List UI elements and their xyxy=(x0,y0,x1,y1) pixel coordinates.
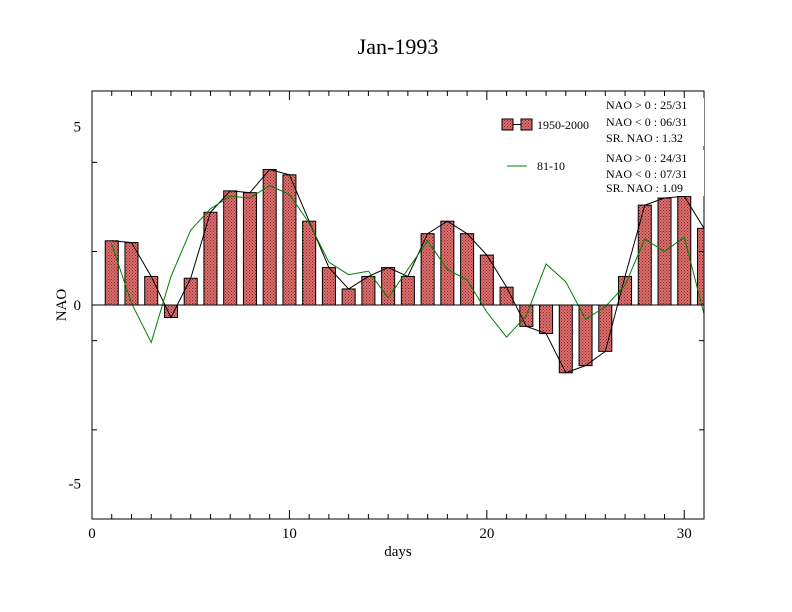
bar-day-31 xyxy=(696,227,704,306)
bar-day-1 xyxy=(104,240,119,306)
plot-frame xyxy=(91,90,705,520)
legend-label-81-10: 81-10 xyxy=(537,159,565,173)
stats-box-1950-2000 xyxy=(604,98,704,146)
y-tick-label-5: 5 xyxy=(74,120,82,136)
stat-nao-pos-1950-2000: NAO > 0 : 25/31 xyxy=(606,98,687,112)
y-tick-label-0: 0 xyxy=(74,298,82,314)
legend: 1950-2000 81-10 xyxy=(501,118,589,173)
bar-day-25 xyxy=(578,304,593,367)
bar-day-5 xyxy=(183,277,198,306)
bar-day-30 xyxy=(677,195,692,306)
y-axis-label: NAO xyxy=(54,289,70,322)
bar-day-13 xyxy=(341,288,356,306)
stats-81-10: NAO > 0 : 24/31 NAO < 0 : 07/31 SR. NAO … xyxy=(604,150,704,196)
y-tick-label--5: -5 xyxy=(69,476,82,492)
x-tick-label-30: 30 xyxy=(677,526,692,542)
legend-swatch-1950-2000-a xyxy=(501,118,514,131)
bar-day-3 xyxy=(144,275,159,306)
bar-day-23 xyxy=(539,304,554,335)
stats-box-81-10 xyxy=(604,150,704,196)
line-layer xyxy=(92,168,704,374)
x-tick-label-10: 10 xyxy=(282,526,297,542)
bar-day-15 xyxy=(381,267,396,306)
bar-day-2 xyxy=(124,242,139,306)
x-tick-label-0: 0 xyxy=(88,526,96,542)
bar-day-7 xyxy=(223,190,238,306)
x-axis-label: days xyxy=(384,544,412,560)
stat-sr-nao-81-10: SR. NAO : 1.09 xyxy=(606,181,683,195)
stats-1950-2000: NAO > 0 : 25/31 NAO < 0 : 06/31 SR. NAO … xyxy=(604,98,704,146)
stat-nao-neg-1950-2000: NAO < 0 : 06/31 xyxy=(606,115,687,129)
legend-swatch-1950-2000-b xyxy=(520,118,533,131)
series-line-1950-2000 xyxy=(111,168,704,374)
bar-day-26 xyxy=(598,304,613,352)
stat-sr-nao-1950-2000: SR. NAO : 1.32 xyxy=(606,131,683,145)
ticks-layer: 0 10 20 30 -5 0 5 xyxy=(69,91,705,542)
bar-day-9 xyxy=(262,168,277,306)
series-line-81-10 xyxy=(111,184,704,344)
x-tick-label-20: 20 xyxy=(479,526,494,542)
legend-label-1950-2000: 1950-2000 xyxy=(537,118,589,132)
bar-day-14 xyxy=(361,275,376,306)
bar-day-19 xyxy=(460,233,475,306)
chart-title: Jan-1993 xyxy=(358,34,439,59)
bar-day-16 xyxy=(400,275,415,306)
bars-layer xyxy=(104,168,704,374)
bar-day-11 xyxy=(302,220,317,306)
bar-day-8 xyxy=(242,192,257,306)
stat-nao-pos-81-10: NAO > 0 : 24/31 xyxy=(606,151,687,165)
stat-nao-neg-81-10: NAO < 0 : 07/31 xyxy=(606,167,687,181)
